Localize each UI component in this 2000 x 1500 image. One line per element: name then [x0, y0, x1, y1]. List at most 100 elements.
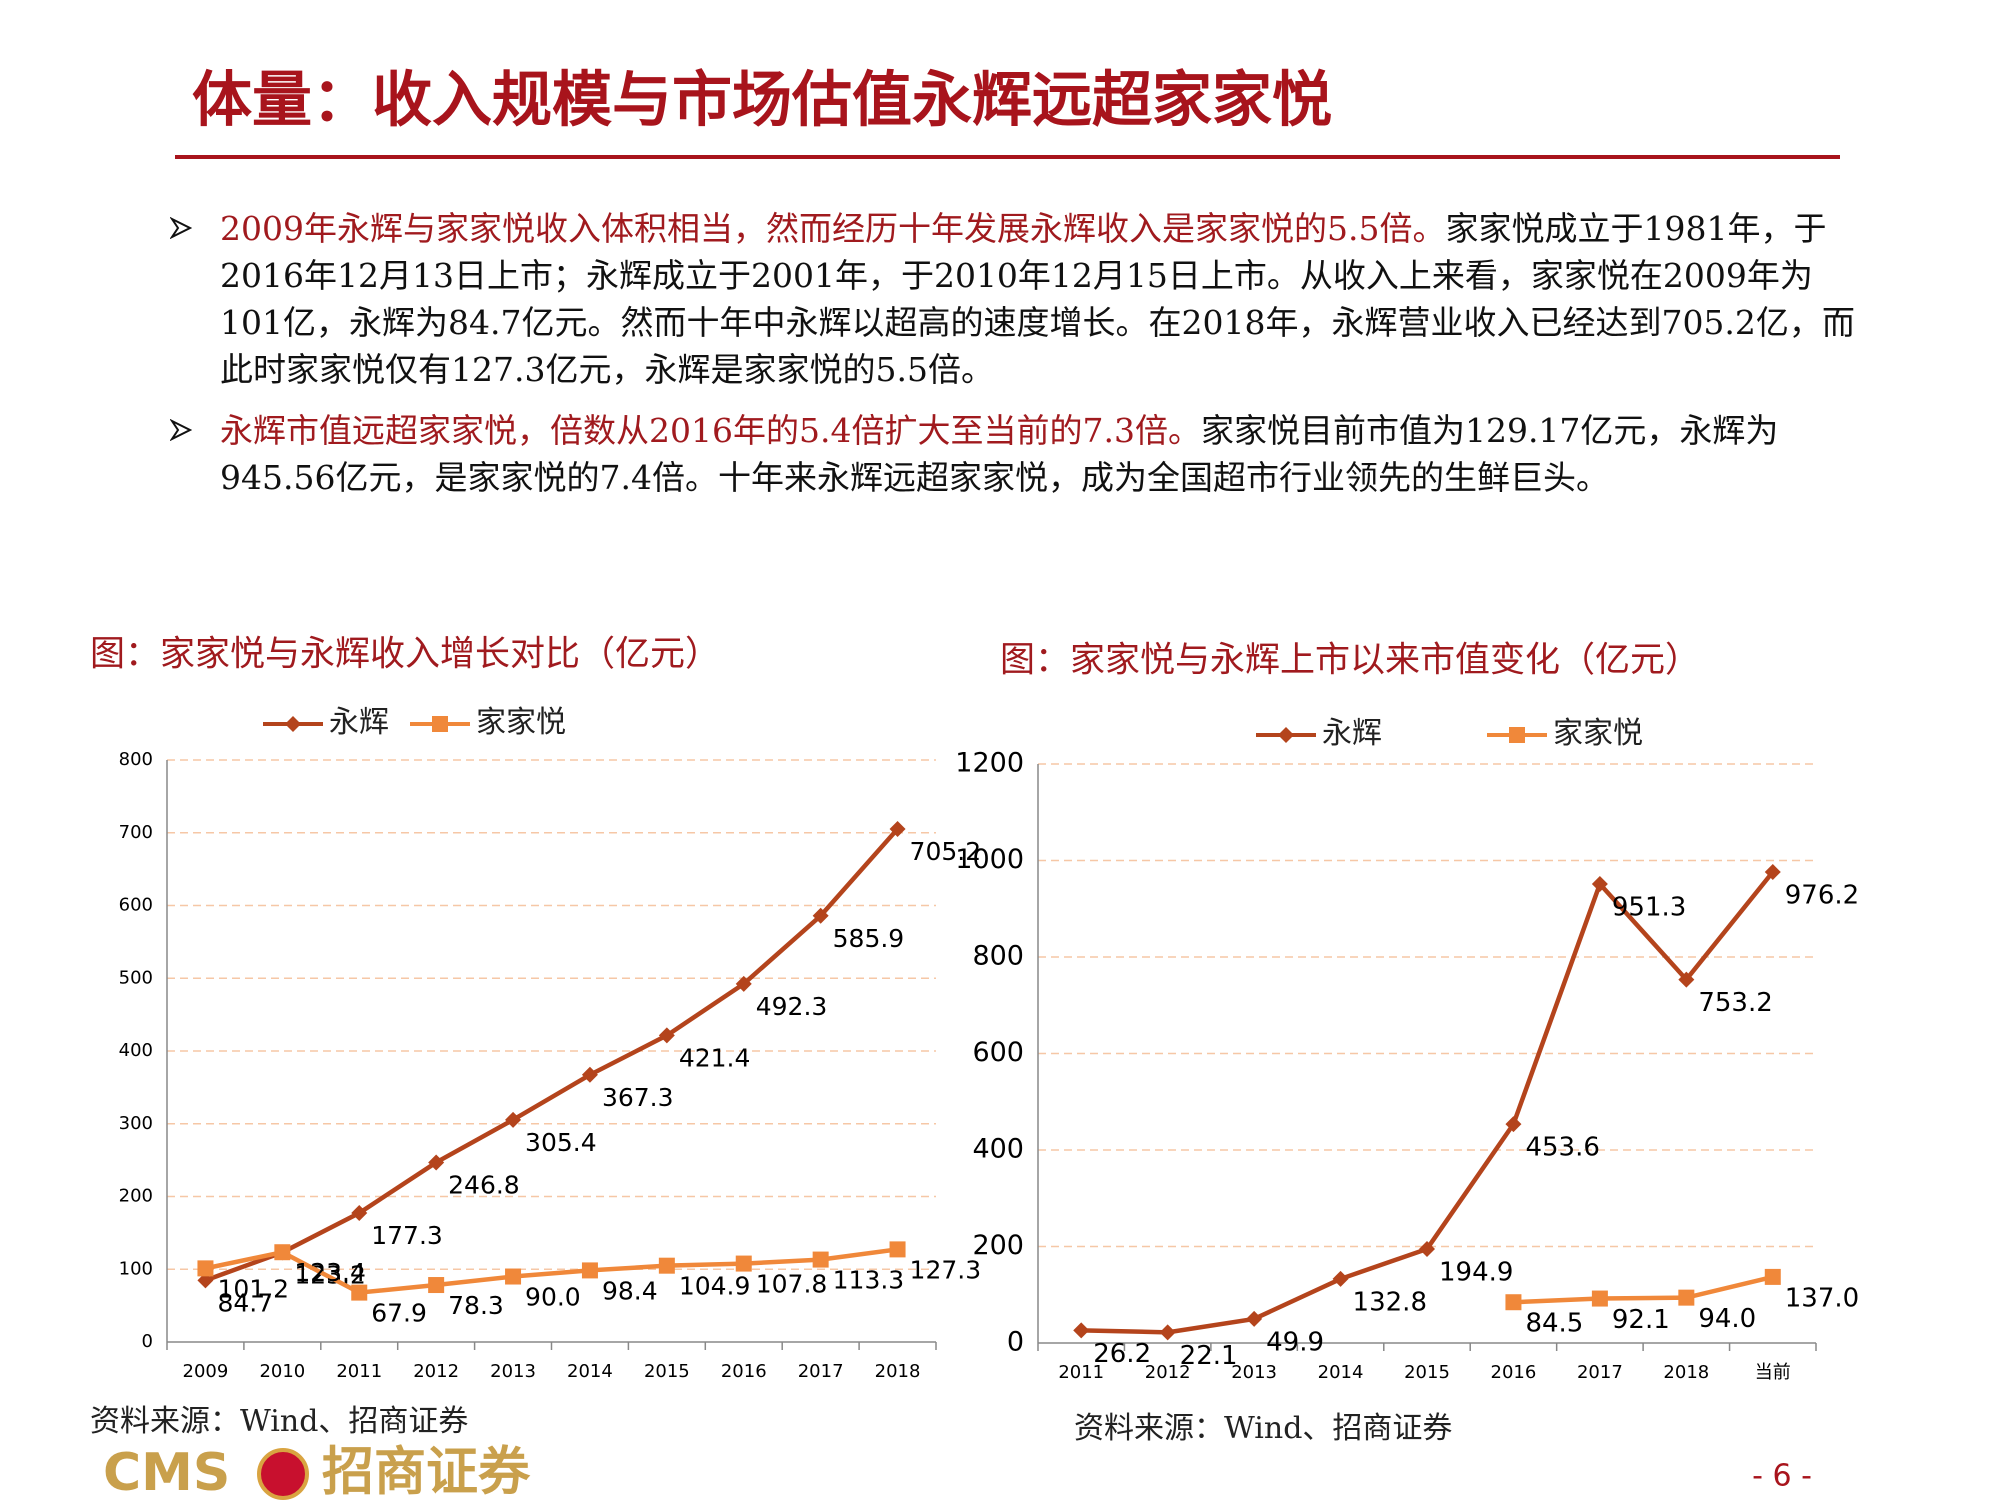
x-tick-label: 2017: [1577, 1362, 1623, 1383]
point: [1591, 1290, 1608, 1307]
source-note: 资料来源：Wind、招商证券: [90, 1404, 468, 1439]
y-tick-label: 1200: [955, 748, 1024, 779]
series-line: [1081, 870, 1775, 1335]
point: [351, 1284, 368, 1301]
point: [658, 1027, 675, 1044]
bullet: 2009年永辉与家家悦收入体积相当，然而经历十年发展永辉收入是家家悦的5.5倍。…: [170, 205, 1860, 393]
point: [812, 907, 829, 924]
y-tick-label: 100: [119, 1258, 153, 1279]
logo-name: 招商证券: [322, 1442, 531, 1500]
y-tick-label: 0: [142, 1331, 153, 1352]
x-tick-label: 2016: [1491, 1362, 1537, 1383]
data-label: 753.2: [1698, 988, 1772, 1018]
x-tick-label: 2015: [1404, 1362, 1450, 1383]
data-label: 94.0: [1698, 1304, 1756, 1334]
page-title: 体量：收入规模与市场估值永辉远超家家悦: [192, 66, 1332, 136]
point: [889, 820, 906, 837]
y-tick-label: 500: [119, 967, 153, 988]
data-label: 67.9: [371, 1299, 427, 1328]
x-tick-label: 2012: [1145, 1362, 1191, 1383]
point: [1678, 971, 1695, 988]
y-tick-label: 0: [1007, 1327, 1024, 1358]
data-label: 90.0: [525, 1283, 581, 1312]
point: [889, 1241, 906, 1258]
point: [197, 1272, 214, 1289]
legend-label: 永辉: [1322, 716, 1382, 751]
bullet-arrow: [170, 217, 192, 239]
data-label: 98.4: [602, 1276, 658, 1305]
data-label: 194.9: [1439, 1257, 1513, 1287]
data-label: 951.3: [1612, 892, 1686, 922]
x-tick-label: 2014: [567, 1361, 613, 1382]
point: [1073, 1322, 1090, 1339]
point: [1332, 1270, 1349, 1287]
y-tick-label: 800: [119, 749, 153, 770]
data-label: 367.3: [602, 1083, 674, 1112]
data-label: 705.2: [910, 837, 982, 866]
y-tick-label: 400: [119, 1040, 153, 1061]
point: [505, 1111, 522, 1128]
point: [432, 716, 448, 732]
y-tick-label: 400: [972, 1134, 1024, 1165]
logo-icon: [257, 1448, 309, 1500]
y-tick-label: 600: [972, 1037, 1024, 1068]
point: [1246, 1310, 1263, 1327]
y-tick-label: 300: [119, 1113, 153, 1134]
point: [735, 975, 752, 992]
y-tick-label: 1000: [955, 844, 1024, 875]
point: [351, 1205, 368, 1222]
data-label: 976.2: [1785, 880, 1859, 910]
bullet-highlight: 永辉市值远超家家悦，倍数从2016年的5.4倍扩大至当前的7.3倍。: [220, 411, 1201, 450]
legend-label: 家家悦: [476, 705, 566, 740]
bullet-list: 2009年永辉与家家悦收入体积相当，然而经历十年发展永辉收入是家家悦的5.5倍。…: [170, 205, 1860, 515]
data-label: 107.8: [756, 1270, 828, 1299]
data-label: 585.9: [833, 924, 905, 953]
data-label: 453.6: [1525, 1133, 1599, 1163]
point: [581, 1262, 598, 1279]
data-label: 113.3: [833, 1266, 905, 1295]
data-label: 132.8: [1353, 1287, 1427, 1317]
point: [1591, 875, 1608, 892]
point: [197, 1260, 214, 1277]
x-tick-label: 2010: [259, 1361, 305, 1382]
x-tick-label: 2013: [490, 1361, 536, 1382]
bullet: 永辉市值远超家家悦，倍数从2016年的5.4倍扩大至当前的7.3倍。家家悦目前市…: [170, 407, 1860, 501]
x-tick-label: 当前: [1755, 1362, 1791, 1383]
x-tick-label: 2014: [1318, 1362, 1364, 1383]
y-tick-label: 800: [972, 941, 1024, 972]
x-tick-label: 2017: [798, 1361, 844, 1382]
legend-label: 永辉: [329, 705, 389, 740]
x-tick-label: 2013: [1231, 1362, 1277, 1383]
data-label: 101.2: [217, 1274, 289, 1303]
point: [1159, 1324, 1176, 1341]
data-label: 22.1: [1180, 1341, 1238, 1371]
x-tick-label: 2018: [875, 1361, 921, 1382]
data-label: 84.5: [1525, 1309, 1583, 1339]
y-tick-label: 200: [972, 1230, 1024, 1261]
chart-title: 图：家家悦与永辉上市以来市值变化（亿元）: [1000, 641, 1700, 681]
x-tick-label: 2011: [336, 1361, 382, 1382]
point: [1764, 1268, 1781, 1285]
point: [812, 1251, 829, 1268]
x-tick-label: 2012: [413, 1361, 459, 1382]
y-tick-label: 600: [119, 895, 153, 916]
data-label: 177.3: [371, 1221, 443, 1250]
data-label: 246.8: [448, 1170, 520, 1199]
data-label: 137.0: [1785, 1283, 1859, 1313]
point: [1764, 863, 1781, 880]
data-label: 49.9: [1266, 1327, 1324, 1357]
point: [1419, 1240, 1435, 1257]
point: [581, 1066, 598, 1083]
source-note: 资料来源：Wind、招商证券: [1074, 1411, 1452, 1446]
point: [428, 1154, 445, 1171]
series-line: [204, 827, 900, 1283]
point: [1509, 727, 1525, 743]
point: [735, 1255, 752, 1272]
point: [285, 716, 301, 732]
bullet-body: 家家悦目前市值为129.17亿元，永辉为945.56亿元，是家家悦的7.4倍。十…: [220, 411, 1779, 497]
point: [658, 1257, 675, 1274]
data-label: 305.4: [525, 1128, 597, 1157]
x-tick-label: 2016: [721, 1361, 767, 1382]
bullet-highlight: 2009年永辉与家家悦收入体积相当，然而经历十年发展永辉收入是家家悦的5.5倍。: [220, 209, 1446, 248]
data-label: 104.9: [679, 1272, 751, 1301]
